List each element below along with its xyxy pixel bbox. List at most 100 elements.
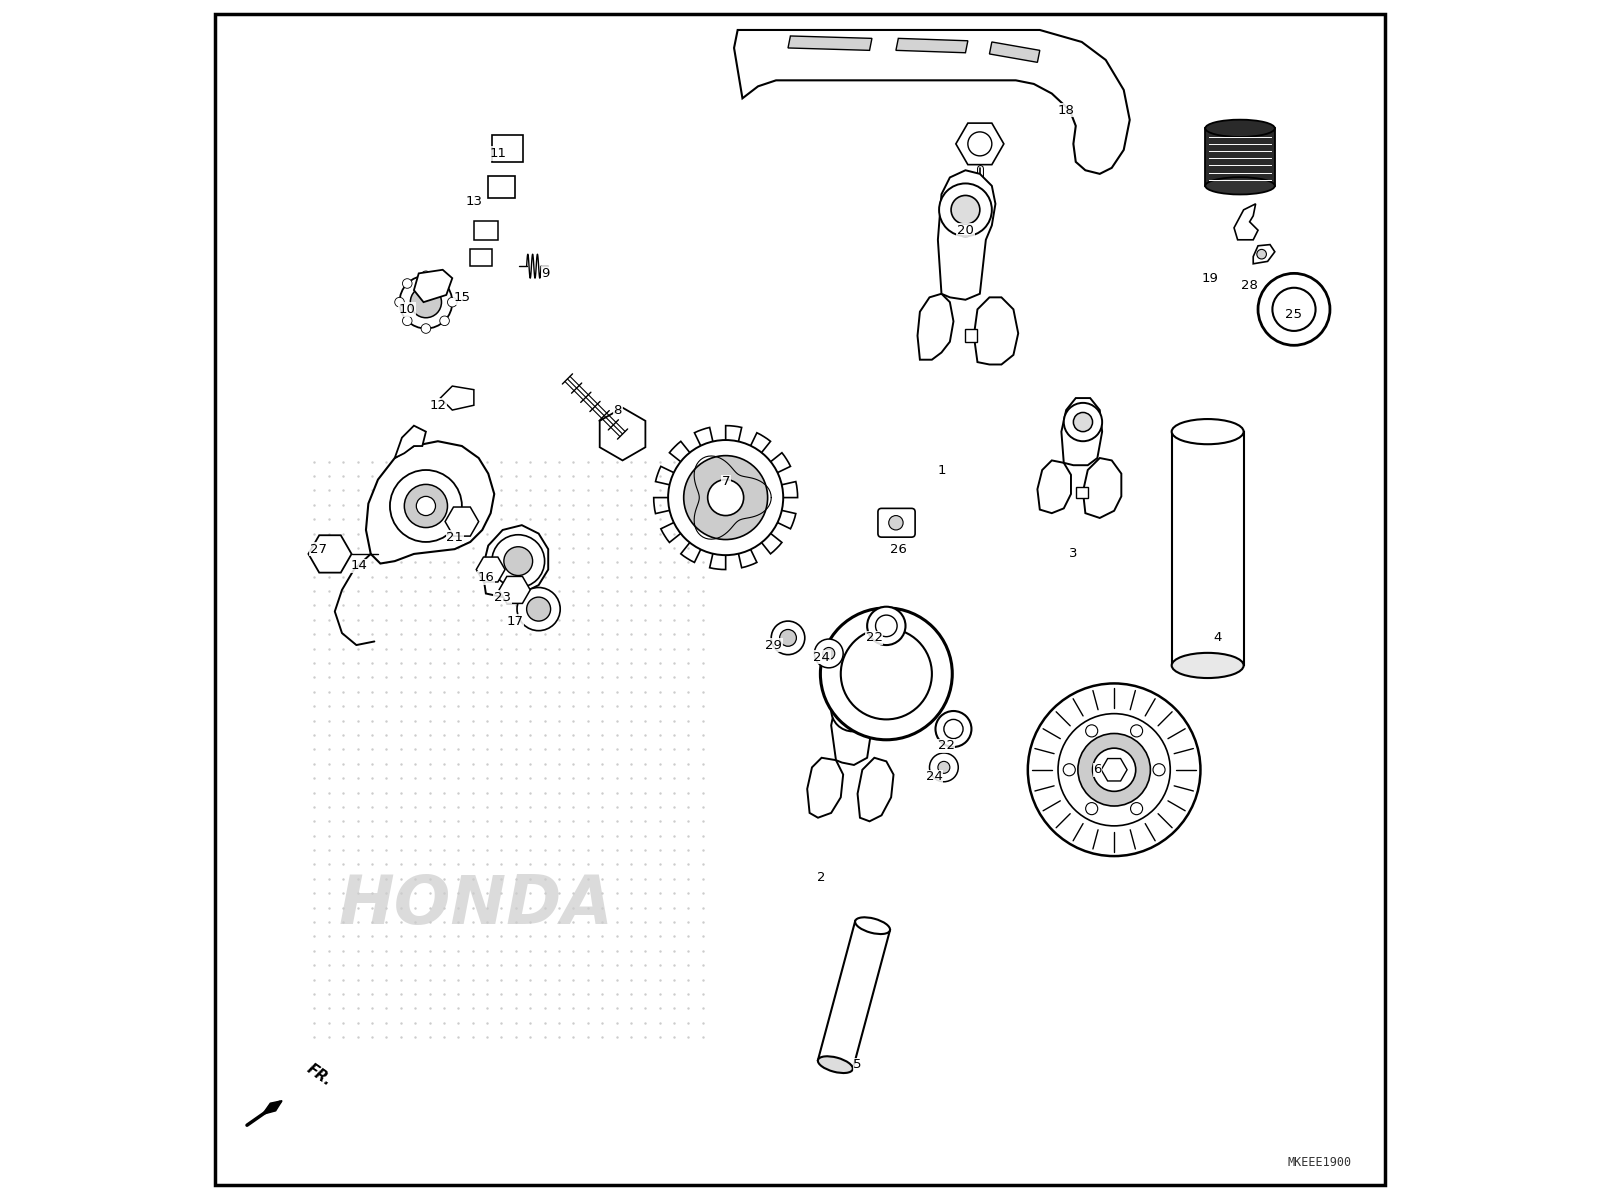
Circle shape	[421, 271, 430, 281]
Bar	[488, 176, 515, 198]
Text: 29: 29	[765, 639, 782, 651]
Polygon shape	[1075, 487, 1088, 498]
Circle shape	[1064, 403, 1102, 441]
Ellipse shape	[1171, 652, 1243, 679]
Ellipse shape	[1171, 420, 1243, 445]
Text: 22: 22	[938, 740, 955, 752]
Circle shape	[1086, 802, 1098, 814]
Circle shape	[814, 639, 843, 668]
Text: 15: 15	[453, 291, 470, 303]
Circle shape	[936, 711, 971, 747]
Circle shape	[875, 615, 898, 637]
Wedge shape	[682, 540, 702, 562]
Text: 21: 21	[446, 531, 462, 543]
Text: 4: 4	[1213, 632, 1221, 644]
Circle shape	[1258, 273, 1330, 345]
Text: HONDA: HONDA	[339, 872, 614, 939]
Circle shape	[1086, 725, 1098, 737]
Circle shape	[842, 699, 864, 721]
Circle shape	[390, 470, 462, 542]
Text: 1: 1	[938, 464, 946, 476]
Text: 18: 18	[1058, 104, 1075, 116]
Circle shape	[968, 132, 992, 156]
Text: 27: 27	[309, 543, 326, 555]
Wedge shape	[726, 426, 742, 445]
Bar	[491, 135, 523, 162]
Circle shape	[403, 278, 413, 288]
Circle shape	[440, 317, 450, 326]
Circle shape	[707, 480, 744, 516]
Circle shape	[867, 607, 906, 645]
Circle shape	[421, 324, 430, 333]
Circle shape	[526, 597, 550, 621]
Circle shape	[779, 629, 797, 646]
Ellipse shape	[854, 917, 890, 934]
Circle shape	[1272, 288, 1315, 331]
Wedge shape	[738, 547, 757, 567]
Circle shape	[440, 278, 450, 288]
Polygon shape	[955, 123, 1003, 164]
Wedge shape	[656, 466, 677, 486]
Text: 3: 3	[1069, 548, 1078, 560]
Circle shape	[517, 588, 560, 631]
Polygon shape	[989, 42, 1040, 62]
Text: 19: 19	[1202, 272, 1219, 284]
Text: 13: 13	[466, 195, 482, 207]
Polygon shape	[262, 1101, 282, 1114]
Polygon shape	[974, 297, 1018, 364]
Circle shape	[939, 183, 992, 236]
Polygon shape	[734, 30, 1130, 174]
Text: 25: 25	[1285, 308, 1302, 320]
Text: 23: 23	[494, 591, 510, 603]
Circle shape	[1093, 748, 1136, 791]
Text: 28: 28	[1242, 279, 1258, 291]
Circle shape	[830, 688, 874, 731]
Circle shape	[400, 276, 453, 329]
Polygon shape	[309, 535, 352, 573]
Bar	[1205, 128, 1275, 186]
Polygon shape	[445, 507, 478, 536]
Circle shape	[504, 547, 533, 576]
Circle shape	[395, 297, 405, 307]
Polygon shape	[414, 270, 453, 302]
Text: 12: 12	[429, 399, 446, 411]
Circle shape	[410, 287, 442, 318]
Circle shape	[771, 621, 805, 655]
Circle shape	[840, 628, 931, 719]
Text: 16: 16	[477, 572, 494, 584]
Polygon shape	[858, 758, 893, 821]
Circle shape	[405, 484, 448, 528]
Circle shape	[822, 647, 835, 659]
Circle shape	[944, 719, 963, 739]
Circle shape	[1131, 725, 1142, 737]
Wedge shape	[669, 441, 693, 464]
Bar	[474, 221, 498, 240]
Ellipse shape	[1205, 120, 1275, 137]
Text: 10: 10	[398, 303, 414, 315]
Circle shape	[491, 535, 544, 588]
Bar	[1171, 432, 1243, 665]
Polygon shape	[1101, 759, 1126, 781]
Text: 24: 24	[926, 771, 942, 783]
Polygon shape	[440, 386, 474, 410]
Text: 5: 5	[853, 1059, 862, 1071]
Bar	[470, 249, 491, 266]
Wedge shape	[749, 433, 771, 456]
Polygon shape	[477, 558, 506, 582]
Circle shape	[403, 317, 413, 326]
Text: 14: 14	[350, 560, 368, 572]
Polygon shape	[1083, 458, 1122, 518]
Bar	[818, 921, 890, 1070]
Circle shape	[888, 516, 902, 530]
Polygon shape	[482, 525, 549, 597]
Circle shape	[930, 753, 958, 782]
Polygon shape	[395, 426, 426, 458]
Polygon shape	[1061, 398, 1102, 465]
Circle shape	[448, 297, 458, 307]
Polygon shape	[1253, 245, 1275, 264]
Polygon shape	[896, 38, 968, 53]
Wedge shape	[760, 531, 782, 554]
Ellipse shape	[1205, 177, 1275, 194]
FancyBboxPatch shape	[878, 508, 915, 537]
Polygon shape	[789, 36, 872, 50]
